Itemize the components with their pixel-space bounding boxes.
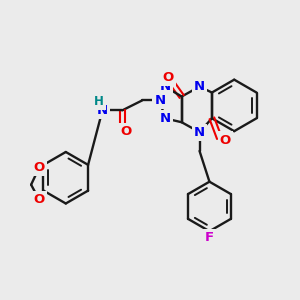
- Text: O: O: [162, 71, 173, 84]
- Text: O: O: [121, 125, 132, 138]
- Text: O: O: [220, 134, 231, 147]
- Text: O: O: [162, 71, 173, 84]
- Text: N: N: [97, 104, 108, 117]
- Text: O: O: [33, 193, 45, 206]
- Text: O: O: [220, 134, 231, 147]
- Text: N: N: [159, 112, 170, 125]
- Text: N: N: [154, 94, 166, 107]
- Text: N: N: [159, 112, 170, 125]
- Text: F: F: [205, 231, 214, 244]
- Text: N: N: [154, 94, 166, 107]
- Text: O: O: [33, 161, 45, 174]
- Text: F: F: [205, 231, 214, 244]
- Text: H: H: [94, 95, 103, 108]
- Text: N: N: [194, 80, 205, 93]
- Text: O: O: [33, 193, 45, 206]
- Text: N: N: [159, 80, 170, 93]
- Text: N: N: [194, 126, 205, 139]
- Text: N: N: [97, 104, 108, 117]
- Text: N: N: [194, 126, 205, 139]
- Text: H: H: [94, 95, 103, 108]
- Text: O: O: [33, 161, 45, 174]
- Text: N: N: [159, 80, 170, 93]
- Text: N: N: [194, 80, 205, 93]
- Text: O: O: [121, 125, 132, 138]
